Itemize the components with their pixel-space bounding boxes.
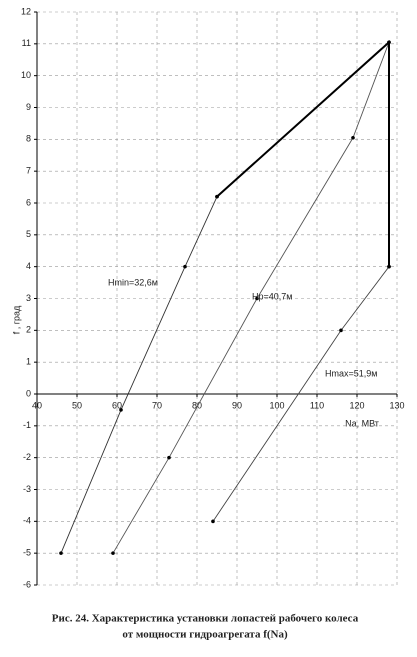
caption: Рис. 24. Характеристика установки лопаст… [52,613,359,625]
y-tick-label: 4 [26,261,31,271]
y-tick-label: 3 [26,293,31,303]
x-axis-label: Nа, МВт [345,418,379,428]
caption: от мощности гидроагрегата f(Nа) [122,629,288,641]
data-point [183,264,187,269]
data-point [215,194,219,199]
data-point [211,519,215,524]
y-axis-label: f , град [11,305,21,334]
y-tick-label: -4 [23,516,31,526]
series-label: Hmax=51,9м [325,368,377,378]
x-tick-label: 120 [349,400,364,410]
y-tick-label: -5 [23,548,31,558]
y-tick-label: 12 [21,6,31,16]
x-tick-label: 130 [389,400,404,410]
x-tick-label: 80 [192,400,202,410]
x-tick-label: 50 [72,400,82,410]
data-point [119,408,123,412]
y-tick-label: 10 [21,70,31,80]
series-line [60,196,218,554]
data-point [167,455,171,460]
series-line [112,42,390,554]
x-tick-label: 60 [112,400,122,410]
data-point [111,551,115,555]
x-tick-label: 70 [152,400,162,410]
data-point [339,328,343,333]
data-point [387,40,391,45]
y-tick-label: 9 [26,102,31,112]
series-label: Hmin=32,6м [108,277,158,287]
y-tick-label: 8 [26,134,31,144]
y-tick-label: 1 [26,357,31,367]
data-point [255,296,259,301]
y-tick-label: -3 [23,484,31,494]
data-point [387,264,391,269]
data-point [351,135,355,140]
y-tick-label: -6 [23,579,31,589]
y-tick-label: -1 [23,420,31,430]
y-tick-label: 0 [26,388,31,398]
x-tick-label: 90 [232,400,242,410]
y-tick-label: 7 [26,166,31,176]
y-tick-label: 6 [26,197,31,207]
y-tick-label: -2 [23,452,31,462]
y-tick-label: 11 [22,38,31,48]
data-point [59,551,63,555]
x-tick-label: 100 [269,400,284,410]
series-label: Hр=40,7м [252,291,292,301]
y-tick-label: 5 [26,229,31,239]
x-tick-label: 110 [310,400,324,410]
y-tick-label: 2 [26,325,31,335]
